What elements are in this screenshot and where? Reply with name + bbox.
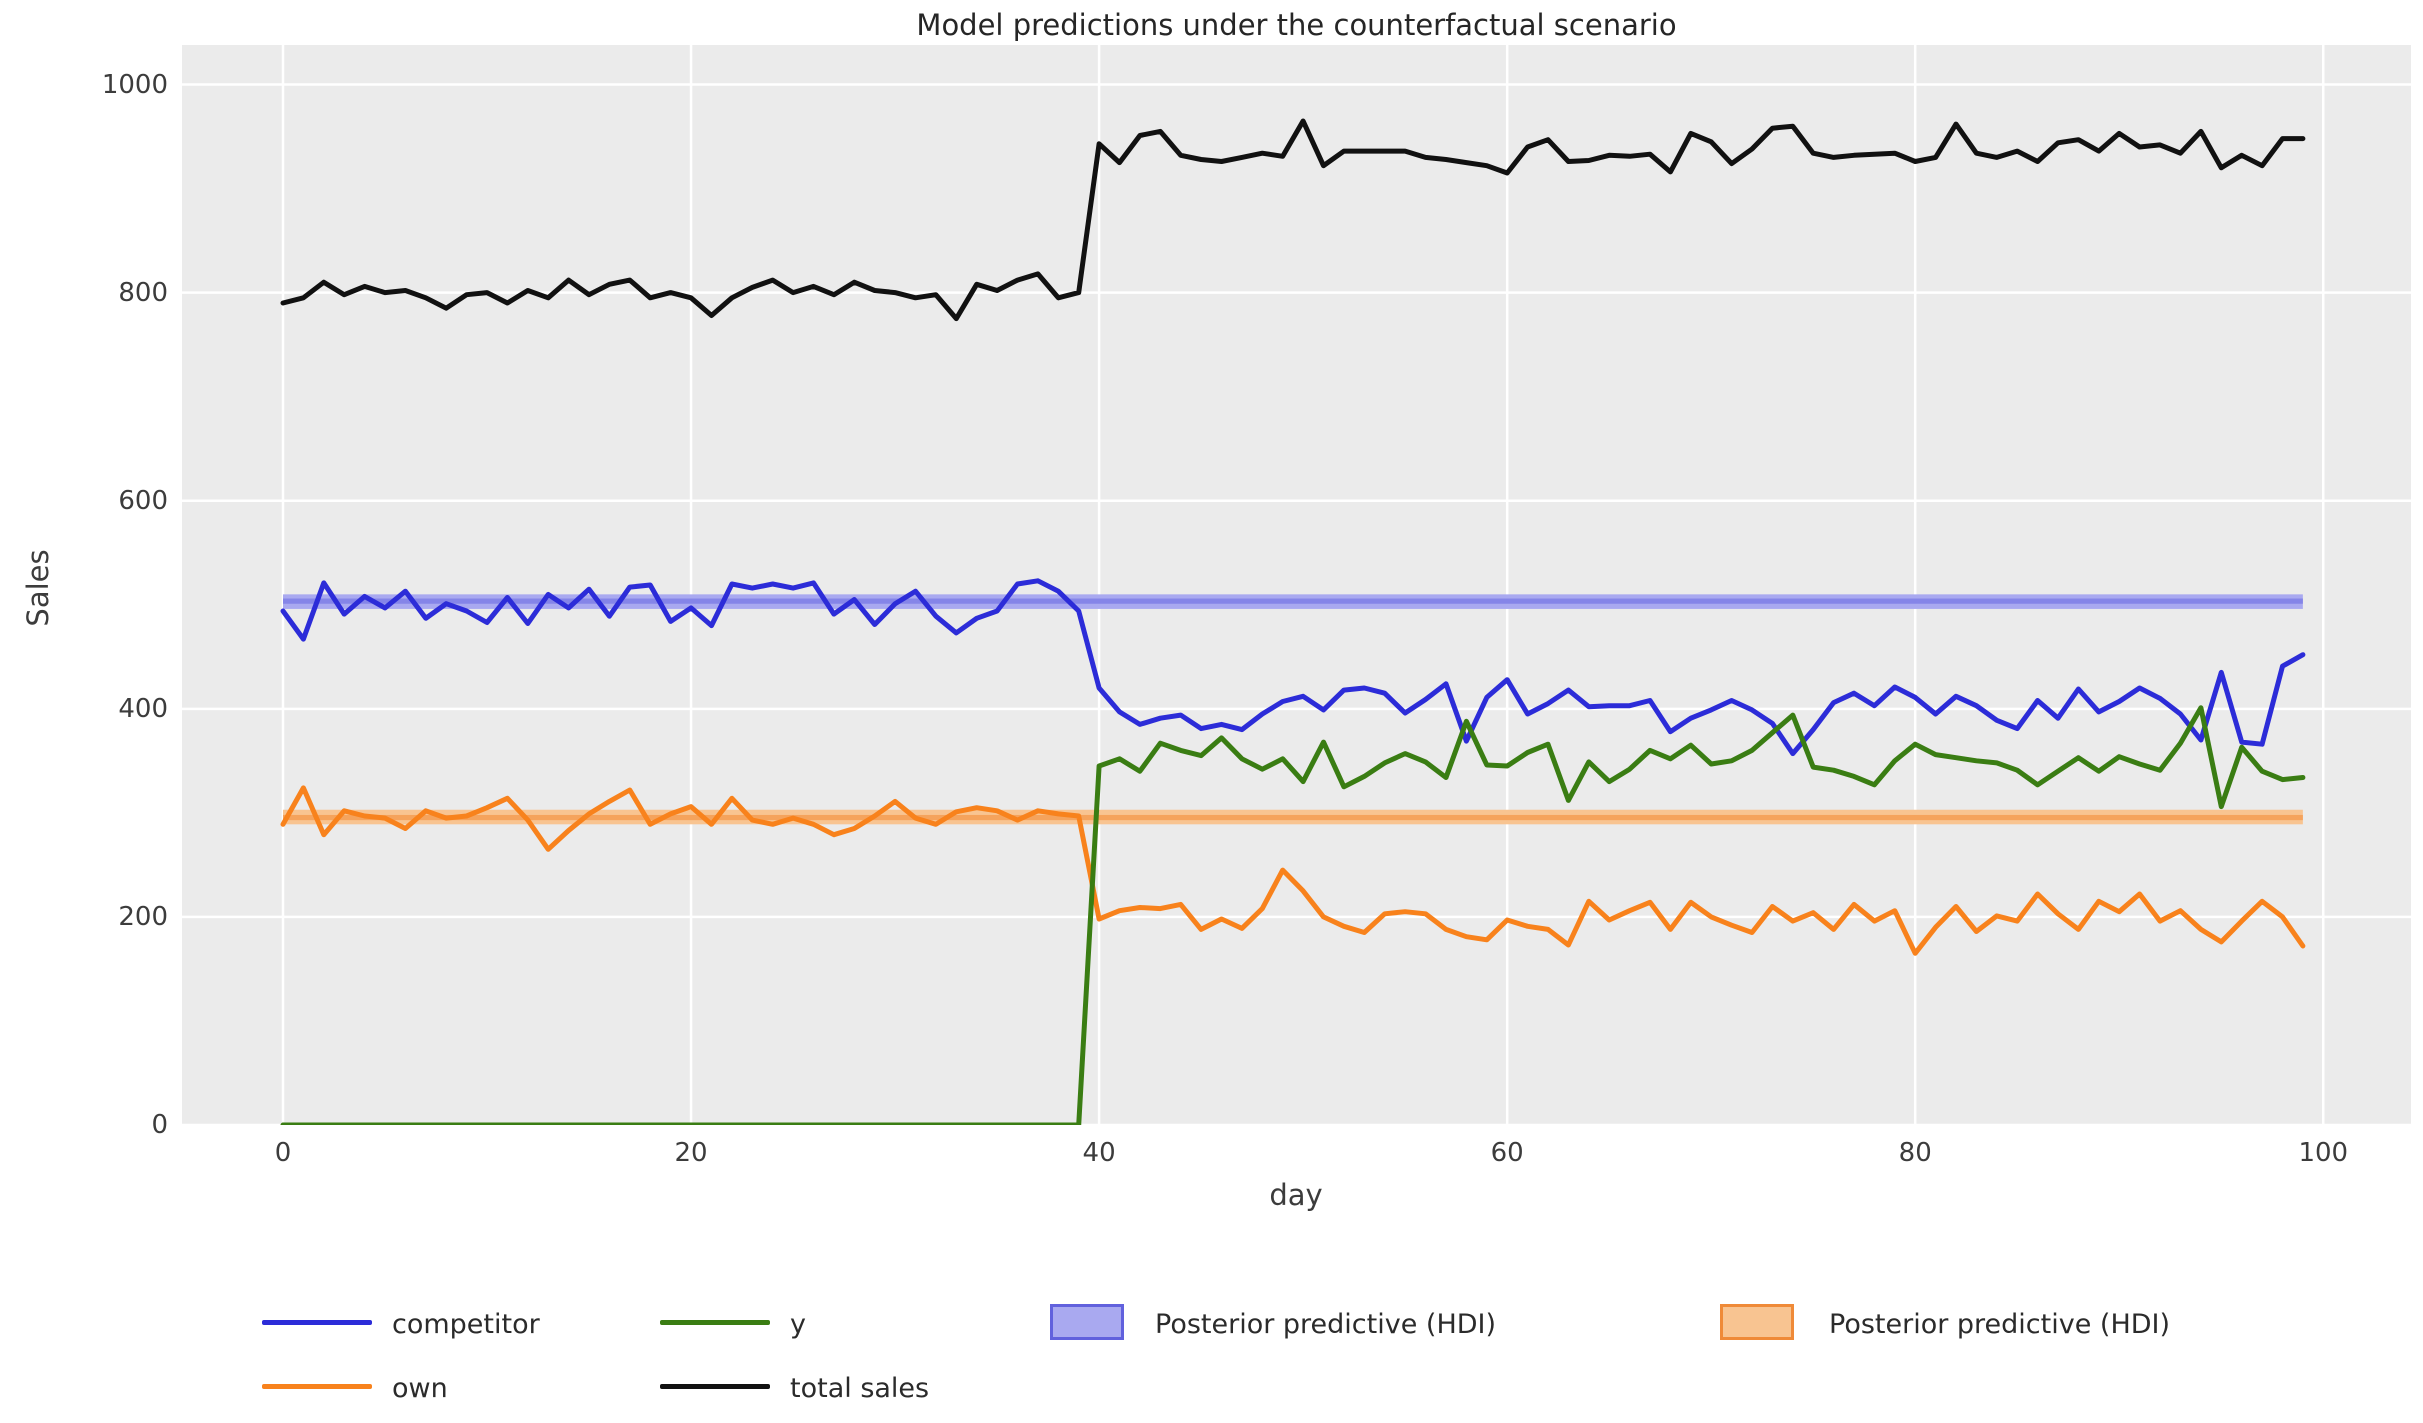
chart-title: Model predictions under the counterfactu… xyxy=(916,8,1677,42)
y-tick-label: 800 xyxy=(118,277,168,308)
x-tick-label: 40 xyxy=(1082,1138,1116,1168)
x-tick-label: 60 xyxy=(1490,1138,1524,1168)
y-tick-label: 200 xyxy=(118,901,168,932)
legend-line-swatch-own xyxy=(262,1384,372,1389)
x-tick-label: 100 xyxy=(2298,1138,2349,1168)
y-tick-label: 600 xyxy=(118,485,168,516)
legend-label: Posterior predictive (HDI) xyxy=(1829,1309,2171,1340)
hdi-bands xyxy=(282,594,2303,825)
legend-label: total sales xyxy=(790,1373,930,1404)
y-tick-label: 0 xyxy=(151,1110,168,1140)
legend-line-swatch-competitor xyxy=(262,1320,372,1325)
x-axis-label: day xyxy=(1269,1178,1323,1212)
y-tick-label: 400 xyxy=(118,693,168,724)
y-tick-label: 1000 xyxy=(101,69,168,100)
legend-patch-swatch-orange xyxy=(1720,1304,1794,1340)
legend-patch-swatch-blue xyxy=(1050,1304,1124,1340)
x-tick-label: 20 xyxy=(674,1138,708,1168)
legend-line-swatch-total-sales xyxy=(660,1384,770,1389)
legend-line-swatch-y xyxy=(660,1320,770,1325)
plot-area xyxy=(182,45,2411,1125)
chart-canvas xyxy=(182,45,2411,1125)
legend-label: Posterior predictive (HDI) xyxy=(1155,1309,1497,1340)
legend-label: competitor xyxy=(392,1309,540,1340)
y-axis-label: Sales xyxy=(21,549,55,627)
gridlines xyxy=(182,45,2411,1125)
legend-label: own xyxy=(392,1373,448,1404)
legend-label: y xyxy=(790,1309,806,1340)
x-tick-label: 0 xyxy=(274,1138,292,1168)
series-lines xyxy=(280,118,2306,1125)
x-tick-label: 80 xyxy=(1898,1138,1932,1168)
